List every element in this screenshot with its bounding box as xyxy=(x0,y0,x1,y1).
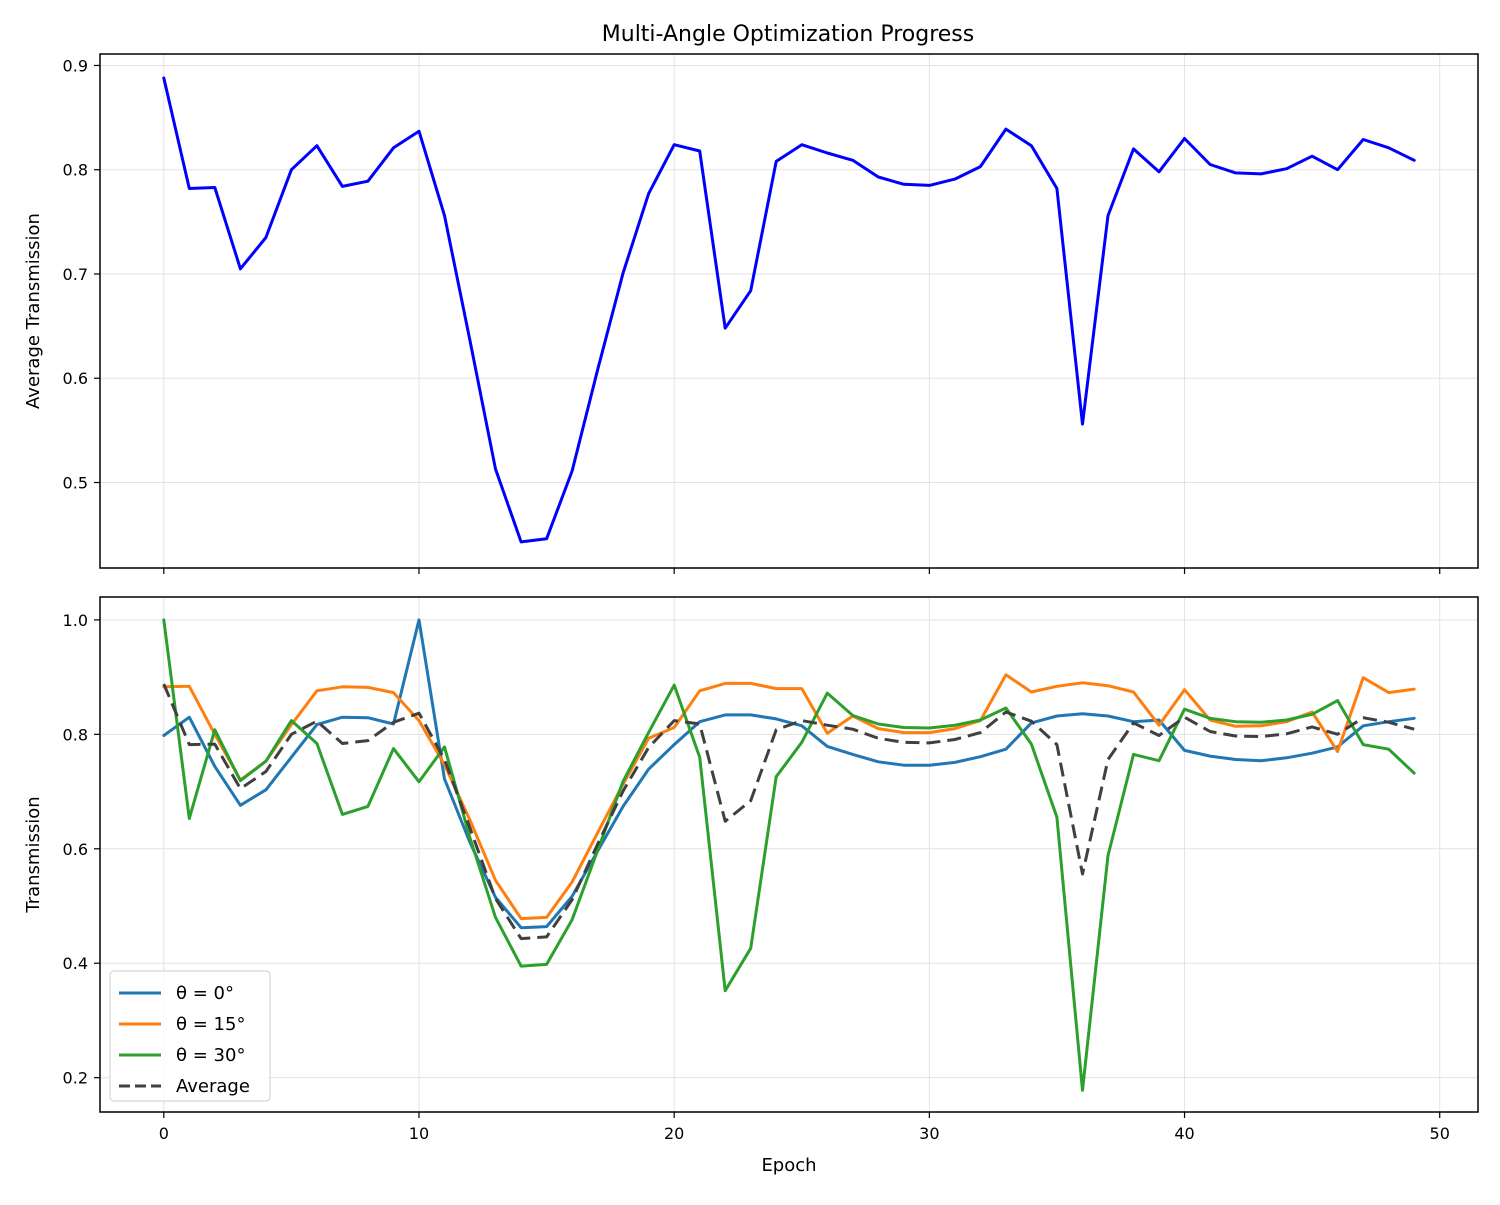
plot-frame xyxy=(99,596,1479,1113)
x-tick-label: 30 xyxy=(919,1124,939,1143)
y-tick-label: 0.6 xyxy=(63,840,88,859)
top-panel: 0.5 0.6 0.7 0.8 0.9 Average Transmission xyxy=(23,53,1479,574)
series-line-0 xyxy=(162,618,1416,930)
chart-title: Multi-Angle Optimization Progress xyxy=(602,22,974,47)
series-group xyxy=(162,618,1416,1092)
bottom-panel: 0 10 20 30 40 50 0.2 0.4 0.6 0.8 1.0 Transmission Ep… xyxy=(23,596,1479,1176)
legend: θ = 0° θ = 15° θ = 30° Average xyxy=(109,970,271,1102)
x-tick-label: 40 xyxy=(1174,1124,1194,1143)
y-axis-label: Transmission xyxy=(23,796,44,913)
legend-box xyxy=(109,970,271,1102)
plot-frame xyxy=(99,53,1479,569)
y-tick-label: 0.5 xyxy=(63,474,88,493)
series-group xyxy=(162,76,1416,544)
y-tick-label: 0.4 xyxy=(63,954,88,973)
x-tick-label: 0 xyxy=(159,1124,169,1143)
series-line-2 xyxy=(162,618,1416,1092)
y-axis-label: Average Transmission xyxy=(23,213,44,409)
x-axis-label: Epoch xyxy=(761,1155,816,1176)
y-tick-label: 0.7 xyxy=(63,265,88,284)
x-tick-label: 10 xyxy=(409,1124,429,1143)
series-line-3 xyxy=(162,683,1415,941)
y-tick-label: 0.8 xyxy=(63,161,88,180)
y-tick-label: 0.9 xyxy=(63,56,88,75)
y-tick-label: 1.0 xyxy=(63,611,88,630)
y-tick-label: 0.8 xyxy=(63,725,88,744)
legend-label-3: Average xyxy=(176,1076,250,1097)
legend-label-1: θ = 15° xyxy=(176,1014,245,1035)
legend-label-2: θ = 30° xyxy=(176,1045,245,1066)
series-line-1 xyxy=(162,673,1416,921)
legend-label-0: θ = 0° xyxy=(176,983,234,1004)
series-line-0 xyxy=(162,76,1416,544)
y-tick-label: 0.6 xyxy=(63,369,88,388)
x-tick-label: 20 xyxy=(664,1124,684,1143)
y-tick-label: 0.2 xyxy=(63,1069,88,1088)
x-tick-label: 50 xyxy=(1430,1124,1450,1143)
